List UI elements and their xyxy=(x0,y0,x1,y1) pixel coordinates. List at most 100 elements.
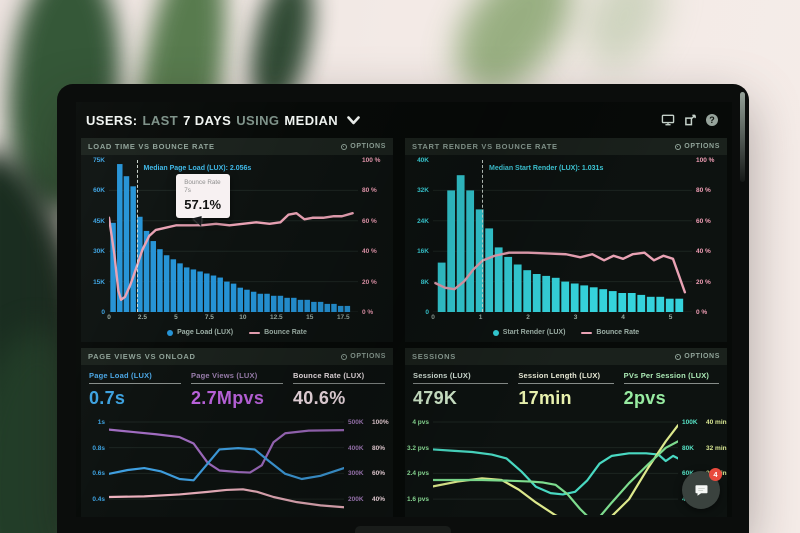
chevron-down-icon[interactable] xyxy=(347,115,360,125)
histogram-bar[interactable] xyxy=(163,255,170,312)
plant-leaf xyxy=(567,0,683,81)
y-axis-right-col: 100% 80% 60% 40% xyxy=(368,416,390,515)
histogram-bar[interactable] xyxy=(197,271,203,312)
histogram-bar[interactable] xyxy=(130,186,136,312)
histogram-bar[interactable] xyxy=(618,293,627,312)
histogram-bar[interactable] xyxy=(224,281,230,312)
histogram-bar[interactable] xyxy=(244,289,250,312)
histogram-bar[interactable] xyxy=(291,297,297,312)
metric-underline xyxy=(293,383,385,384)
histogram-bar[interactable] xyxy=(475,209,484,312)
y-axis-tick: 45K xyxy=(93,217,105,225)
histogram-bar[interactable] xyxy=(217,277,223,312)
histogram-bar[interactable] xyxy=(157,249,163,312)
chat-widget-button[interactable]: 4 xyxy=(682,468,722,509)
histogram-bar[interactable] xyxy=(123,176,130,312)
histogram-bar[interactable] xyxy=(210,275,217,312)
histogram-bar[interactable] xyxy=(542,275,551,312)
histogram-bar[interactable] xyxy=(580,285,589,312)
histogram-bar[interactable] xyxy=(646,296,655,312)
monitor-icon[interactable] xyxy=(661,114,675,126)
histogram-bar[interactable] xyxy=(317,301,324,312)
histogram-bar[interactable] xyxy=(137,216,143,312)
histogram-bar[interactable] xyxy=(665,298,674,312)
histogram-bar[interactable] xyxy=(250,291,257,312)
y-axis-tick: 80% xyxy=(372,444,386,452)
histogram-bar[interactable] xyxy=(656,296,665,312)
histogram-bar[interactable] xyxy=(589,287,598,312)
histogram-bar[interactable] xyxy=(513,264,522,313)
legend-item[interactable]: Bounce Rate xyxy=(581,329,639,336)
histogram-bar[interactable] xyxy=(110,222,116,312)
histogram-bar[interactable] xyxy=(494,247,503,312)
gear-icon xyxy=(341,143,348,150)
histogram-bar[interactable] xyxy=(177,263,183,312)
share-icon[interactable] xyxy=(684,114,697,126)
metric-value: 17min xyxy=(518,388,572,408)
histogram-bar[interactable] xyxy=(150,241,156,312)
x-axis-tick: 1 xyxy=(478,314,483,321)
gear-icon xyxy=(675,353,682,360)
histogram-bar[interactable] xyxy=(485,228,494,312)
histogram-bar[interactable] xyxy=(204,273,210,312)
histogram-bar[interactable] xyxy=(230,283,237,312)
histogram-bar[interactable] xyxy=(277,295,284,312)
y-axis-tick: 3.2 pvs xyxy=(406,444,429,452)
legend-line xyxy=(581,331,593,334)
histogram-bar[interactable] xyxy=(297,299,304,312)
histogram-bar[interactable] xyxy=(551,277,560,312)
metric: Sessions (LUX) 479K xyxy=(413,371,509,409)
dashboard-title[interactable]: USERS: LAST 7 DAYS USING MEDIAN xyxy=(86,113,360,128)
histogram-bar[interactable] xyxy=(331,303,337,312)
histogram-bar[interactable] xyxy=(304,299,310,312)
histogram-bar[interactable] xyxy=(447,190,456,312)
legend-label: Start Render (LUX) xyxy=(502,329,566,336)
y-axis-tick: 16K xyxy=(417,248,429,256)
histogram-bar[interactable] xyxy=(183,267,190,312)
help-icon[interactable]: ? xyxy=(706,114,718,126)
histogram-bar[interactable] xyxy=(456,175,465,312)
histogram-bar[interactable] xyxy=(270,295,277,312)
legend-item[interactable]: Bounce Rate xyxy=(249,329,307,336)
metric-label: Page Load (LUX) xyxy=(89,371,153,380)
legend-item[interactable]: Page Load (LUX) xyxy=(167,329,233,336)
panel-title: SESSIONS xyxy=(412,352,456,361)
histogram-bar[interactable] xyxy=(257,293,264,312)
histogram-bar[interactable] xyxy=(190,269,197,312)
histogram-bar[interactable] xyxy=(466,190,475,312)
histogram-bar[interactable] xyxy=(324,303,331,312)
histogram-bar[interactable] xyxy=(311,301,317,312)
panel-start-render-header: START RENDER VS BOUNCE RATE OPTIONS xyxy=(405,138,727,155)
histogram-bar[interactable] xyxy=(170,259,177,312)
cursor-icon xyxy=(193,215,205,228)
histogram-bar[interactable] xyxy=(344,305,351,312)
histogram-bar[interactable] xyxy=(570,283,579,313)
metric: Page Load (LUX) 0.7s xyxy=(89,371,181,409)
options-button[interactable]: OPTIONS xyxy=(675,353,720,360)
histogram-bar[interactable] xyxy=(608,291,617,312)
histogram-bar[interactable] xyxy=(523,270,532,312)
options-button[interactable]: OPTIONS xyxy=(341,353,386,360)
legend-item[interactable]: Start Render (LUX) xyxy=(492,329,566,336)
y-axis-left: 1s 0.8s 0.6s 0.4s xyxy=(84,416,109,515)
histogram-bar[interactable] xyxy=(284,297,290,312)
page-views-chart: 1s 0.8s 0.6s 0.4s 500K 400K 300K 200K 100% 80% 60%… xyxy=(81,411,393,517)
histogram-bar[interactable] xyxy=(675,298,684,312)
chart-body: 75K 60K 45K 30K 15K 0 Median Page Load (LUX): … xyxy=(84,157,390,316)
histogram-bar[interactable] xyxy=(337,305,344,312)
series-line xyxy=(109,448,344,480)
histogram-bar[interactable] xyxy=(599,289,608,312)
histogram-bar[interactable] xyxy=(561,281,570,312)
options-button[interactable]: OPTIONS xyxy=(341,143,386,150)
options-button[interactable]: OPTIONS xyxy=(675,143,720,150)
histogram-bar[interactable] xyxy=(237,287,244,312)
histogram-bar[interactable] xyxy=(143,230,150,312)
y-axis-tick: 15K xyxy=(93,278,105,286)
histogram-bar[interactable] xyxy=(637,294,646,312)
histogram-bar[interactable] xyxy=(117,164,123,312)
histogram-bar[interactable] xyxy=(532,274,541,312)
title-last: LAST xyxy=(142,112,179,128)
histogram-bar[interactable] xyxy=(264,293,270,312)
histogram-bar[interactable] xyxy=(504,256,513,312)
histogram-bar[interactable] xyxy=(627,293,636,312)
